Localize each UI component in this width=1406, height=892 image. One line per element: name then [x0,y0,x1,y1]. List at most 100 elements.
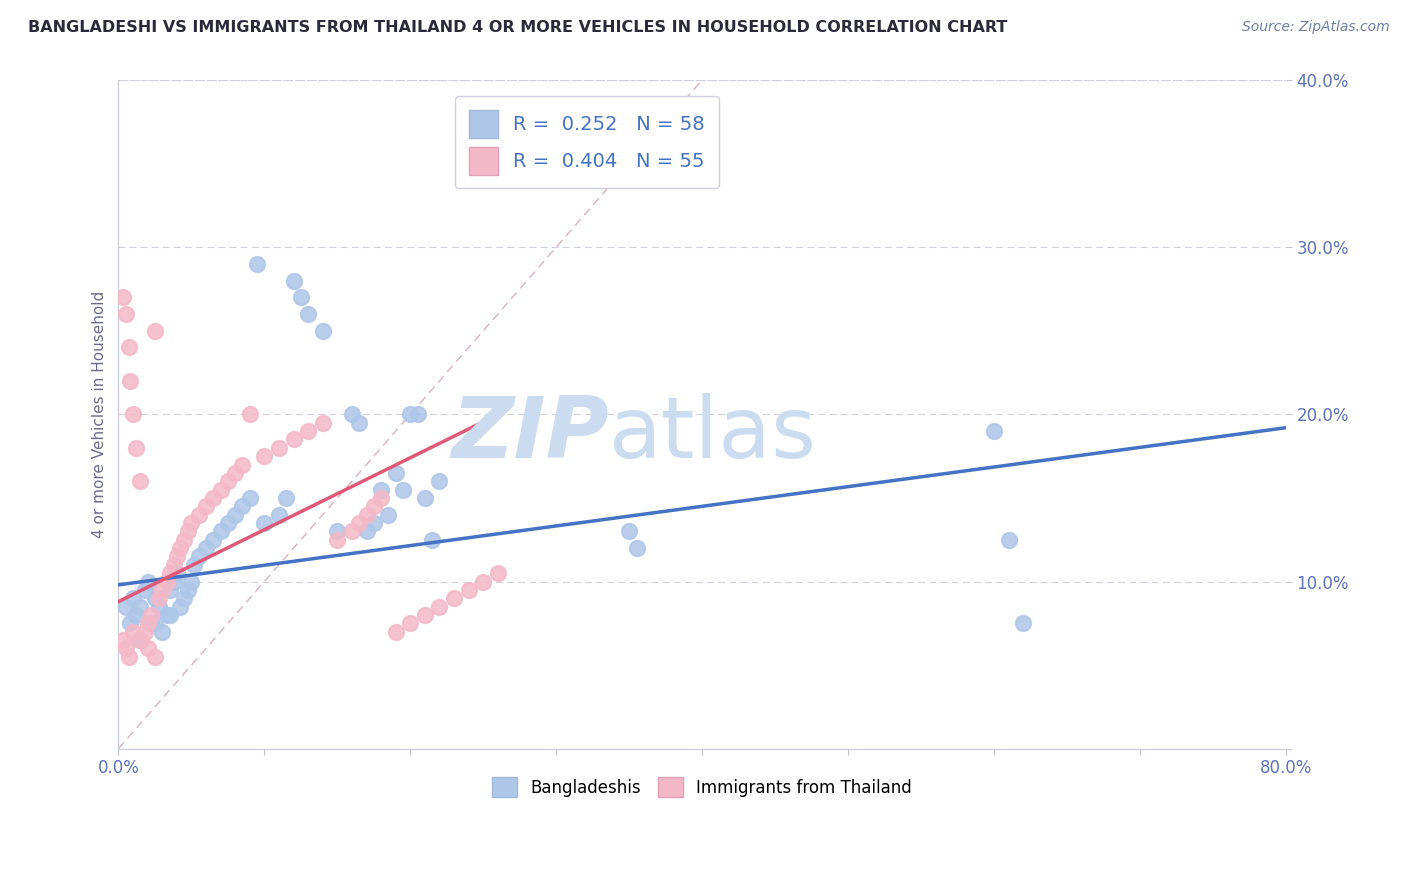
Point [202,491,225,505]
Point [356,524,378,539]
Point [136,574,159,589]
Point [129,633,152,648]
Point [136,616,159,631]
Text: Source: ZipAtlas.com: Source: ZipAtlas.com [1241,20,1389,34]
Text: BANGLADESHI VS IMMIGRANTS FROM THAILAND 4 OR MORE VEHICLES IN HOUSEHOLD CORRELAT: BANGLADESHI VS IMMIGRANTS FROM THAILAND … [28,20,1008,35]
Point [377,508,399,522]
Point [180,574,202,589]
Point [267,441,290,455]
Point [150,624,173,639]
Point [159,582,181,597]
Point [143,324,166,338]
Point [406,408,429,422]
Point [340,524,363,539]
Point [472,574,495,589]
Point [180,516,202,530]
Point [443,591,465,606]
Point [253,516,276,530]
Point [297,424,319,438]
Y-axis label: 4 or more Vehicles in Household: 4 or more Vehicles in Household [93,291,107,538]
Point [195,541,218,555]
Point [114,307,136,321]
Point [143,616,166,631]
Point [326,524,349,539]
Point [125,607,148,622]
Point [231,458,253,472]
Point [177,524,200,539]
Legend: Bangladeshis, Immigrants from Thailand: Bangladeshis, Immigrants from Thailand [485,771,918,804]
Point [239,491,262,505]
Point [150,582,173,597]
Point [159,566,181,581]
Point [997,533,1019,547]
Point [139,607,162,622]
Point [209,524,232,539]
Point [143,591,166,606]
Point [122,624,145,639]
Point [155,574,177,589]
Point [486,566,509,581]
Point [111,290,134,304]
Point [202,533,225,547]
Point [363,516,385,530]
Point [169,541,191,555]
Point [177,582,200,597]
Point [283,274,305,288]
Point [370,483,392,497]
Point [143,649,166,664]
Point [413,491,436,505]
Point [169,599,191,614]
Point [163,574,186,589]
Point [1012,616,1035,631]
Point [129,474,152,488]
Point [384,624,406,639]
Point [122,591,145,606]
Point [118,341,141,355]
Point [163,558,186,572]
Point [148,591,170,606]
Point [283,433,305,447]
Point [326,533,349,547]
Point [118,649,141,664]
Point [231,500,253,514]
Point [399,616,422,631]
Point [224,508,246,522]
Point [267,508,290,522]
Point [239,408,262,422]
Point [173,533,195,547]
Point [159,607,181,622]
Point [120,616,142,631]
Point [166,566,188,581]
Point [120,374,142,388]
Point [187,508,209,522]
Point [626,541,648,555]
Point [356,508,378,522]
Point [122,408,145,422]
Point [224,466,246,480]
Point [619,524,641,539]
Point [134,582,156,597]
Point [276,491,298,505]
Point [183,558,205,572]
Point [217,474,239,488]
Point [209,483,232,497]
Point [114,599,136,614]
Point [148,599,170,614]
Point [312,324,335,338]
Point [195,500,218,514]
Point [114,641,136,656]
Point [134,624,156,639]
Point [155,607,177,622]
Point [136,641,159,656]
Point [246,257,269,271]
Text: ZIP: ZIP [451,392,609,476]
Point [297,307,319,321]
Point [399,408,422,422]
Point [129,633,152,648]
Point [347,416,370,430]
Point [429,474,451,488]
Point [253,449,276,463]
Point [363,500,385,514]
Point [392,483,415,497]
Point [125,441,148,455]
